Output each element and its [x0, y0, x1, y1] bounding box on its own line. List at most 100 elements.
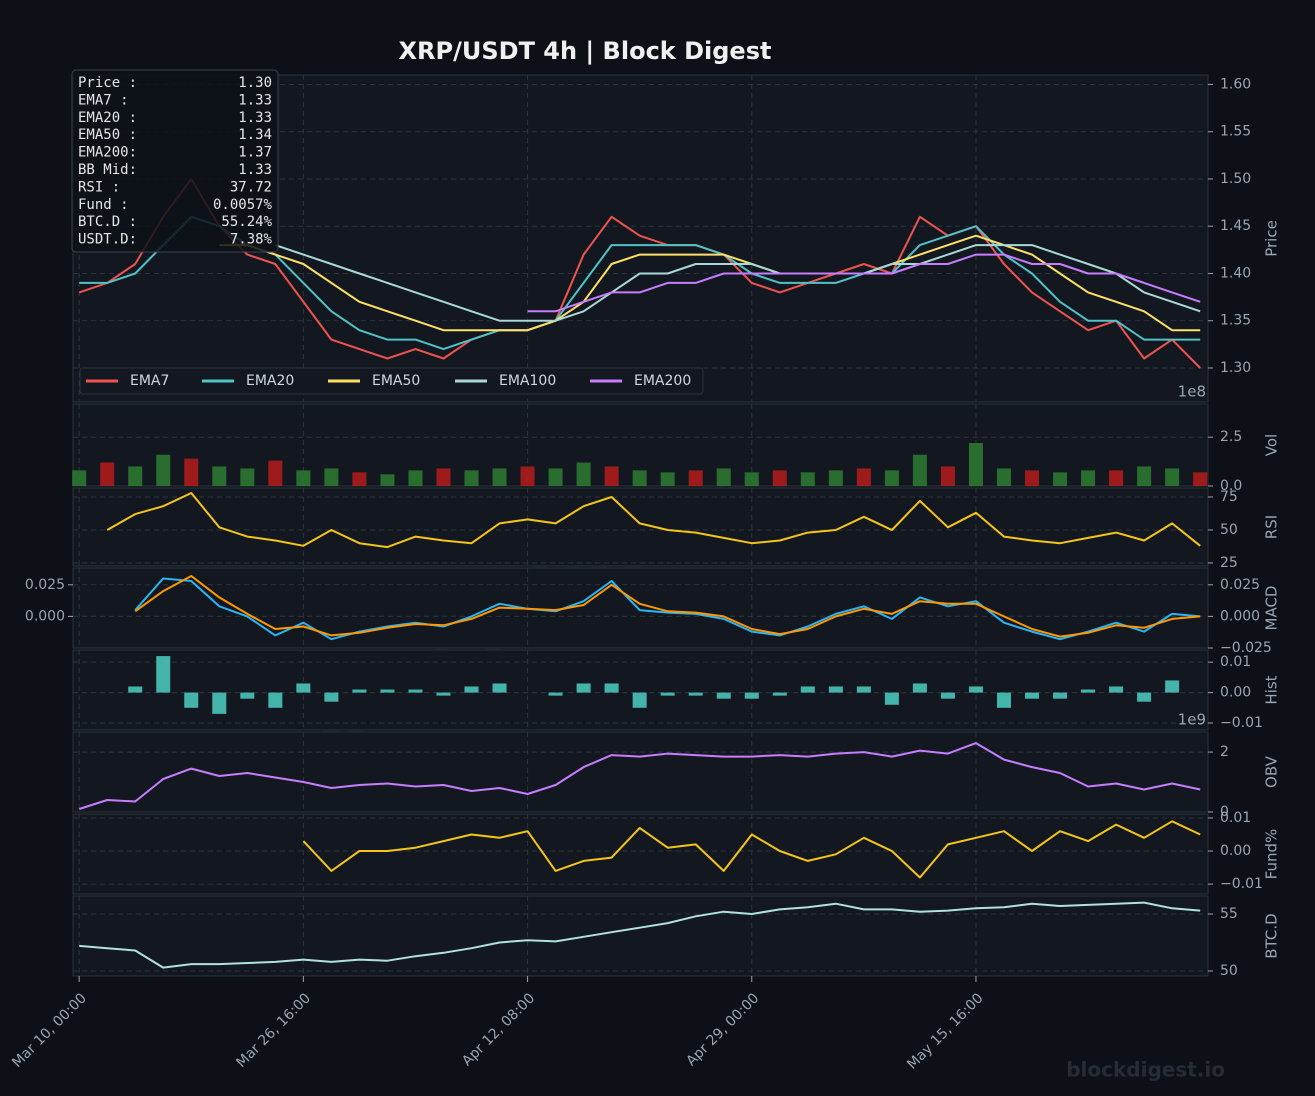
info-value: 1.33 [238, 92, 272, 108]
bar [884, 692, 899, 705]
y-tick-label: 1.45 [1220, 218, 1251, 234]
bar [1109, 470, 1124, 486]
offset-label: 1e9 [1178, 711, 1206, 729]
bar [1109, 686, 1124, 693]
bar [156, 656, 171, 693]
bar [604, 683, 619, 693]
bar [744, 472, 759, 486]
info-label: EMA50 : [78, 127, 137, 143]
bar [436, 692, 451, 696]
legend [79, 367, 704, 395]
bar [380, 689, 395, 693]
bar [1165, 680, 1180, 693]
bar [800, 686, 815, 693]
bar [1081, 689, 1096, 693]
y-tick-label: 0.00 [1220, 843, 1251, 859]
bar [828, 686, 843, 693]
bar [884, 470, 899, 486]
info-label: Price : [78, 75, 137, 91]
chart-title: XRP/USDT 4h | Block Digest [399, 37, 772, 65]
info-value: 55.24% [221, 214, 272, 230]
line [302, 820, 1201, 879]
line [134, 577, 1201, 641]
bar [240, 692, 255, 699]
bar [352, 689, 367, 693]
y-tick-label: 25 [1220, 555, 1238, 571]
info-value: 1.30 [238, 75, 272, 91]
bar [268, 692, 283, 708]
y-tick-label: 0.01 [1220, 654, 1251, 670]
line [219, 234, 1201, 332]
bar [828, 470, 843, 486]
bar [968, 443, 983, 486]
bar [240, 468, 255, 486]
legend-label: EMA7 [130, 373, 169, 389]
bar [156, 454, 171, 486]
bar [212, 692, 227, 714]
bar [464, 470, 479, 486]
bar [940, 466, 955, 486]
bar [352, 472, 367, 486]
y-tick-label: 0.025 [25, 577, 65, 593]
info-value: 1.33 [238, 162, 272, 178]
y-axis-label: Price [1263, 220, 1281, 257]
y-axis-label: OBV [1263, 755, 1281, 788]
legend-label: EMA100 [499, 373, 556, 389]
y-tick-label: 55 [1220, 906, 1238, 922]
info-value: 7.38% [230, 232, 273, 248]
bar [800, 472, 815, 486]
bar [576, 683, 591, 693]
bar [548, 468, 563, 486]
info-label: EMA20 : [78, 110, 137, 126]
bar [744, 692, 759, 699]
legend-label: EMA20 [246, 373, 294, 389]
bar [212, 466, 227, 486]
bar [688, 692, 703, 696]
y-tick-label: −0.025 [1220, 640, 1272, 656]
y-tick-label: 2.5 [1220, 429, 1242, 445]
y-tick-label: 2 [1220, 744, 1229, 760]
bar [576, 462, 591, 486]
y-tick-label: 0.025 [1220, 577, 1260, 593]
offset-label: 1e8 [1178, 383, 1206, 401]
y-tick-label: 0.01 [1220, 810, 1251, 826]
y-axis-label: Vol [1263, 434, 1281, 456]
bar [464, 686, 479, 693]
bar [940, 692, 955, 699]
info-label: USDT.D: [78, 232, 137, 248]
y-tick-label: 50 [1220, 522, 1238, 538]
bar [1053, 472, 1068, 486]
y-axis-label: BTC.D [1263, 913, 1281, 958]
bar [324, 692, 339, 702]
bar [128, 686, 143, 693]
bar [492, 683, 507, 693]
y-tick-label: 1.35 [1220, 313, 1251, 329]
panel [72, 487, 1209, 567]
line [79, 901, 1201, 969]
bar [632, 692, 647, 708]
bar [268, 460, 283, 486]
bar [660, 472, 675, 486]
bar [688, 470, 703, 486]
line [274, 244, 1201, 322]
bar [128, 466, 143, 486]
bar [436, 468, 451, 486]
y-tick-label: 1.30 [1220, 360, 1251, 376]
info-box [71, 69, 279, 253]
info-label: BB Mid: [78, 162, 137, 178]
bar [912, 454, 927, 486]
bar [856, 468, 871, 486]
info-value: 1.33 [238, 110, 272, 126]
bar [632, 470, 647, 486]
bar [184, 692, 199, 708]
y-axis-label: Hist [1263, 675, 1281, 704]
bar [492, 468, 507, 486]
bar [1053, 692, 1068, 699]
y-tick-label: 1.40 [1220, 265, 1251, 281]
bar [1025, 470, 1040, 486]
line [134, 575, 1201, 638]
bar [772, 692, 787, 696]
y-tick-label: −0.01 [1220, 715, 1263, 731]
